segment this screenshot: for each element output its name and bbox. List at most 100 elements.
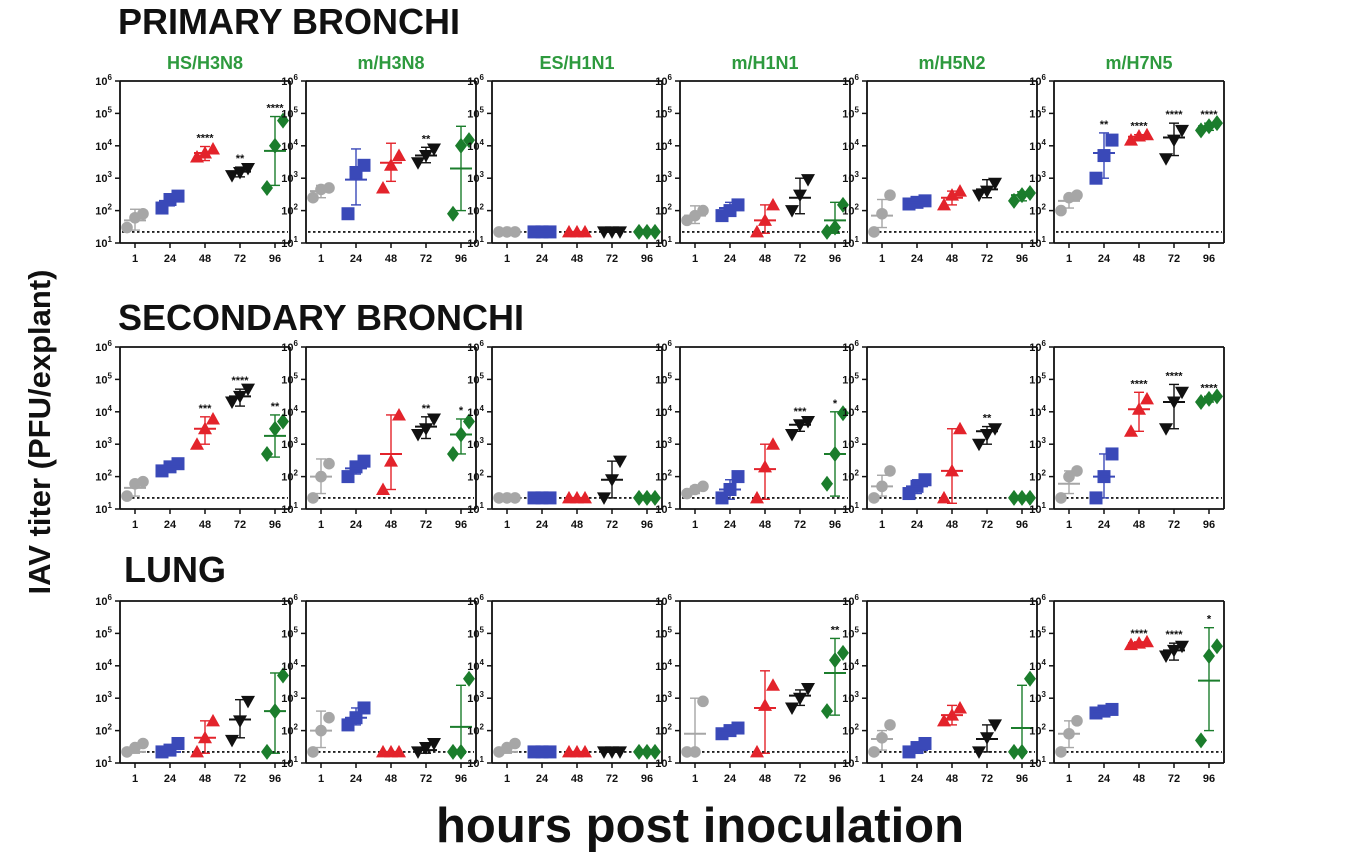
x-tick-label: 96 bbox=[829, 519, 841, 531]
data-point bbox=[766, 437, 780, 450]
data-point bbox=[793, 189, 807, 203]
data-point bbox=[972, 438, 986, 452]
data-point bbox=[137, 207, 149, 220]
data-point bbox=[261, 179, 273, 196]
x-tick-label: 1 bbox=[504, 519, 510, 531]
panel-1-5: m/H5N2 101 102 103 104 105 106 1 24 48 72 96 bbox=[842, 53, 1038, 265]
significance-label: * bbox=[459, 405, 464, 417]
x-tick-label: 1 bbox=[318, 519, 324, 531]
data-point bbox=[376, 482, 390, 495]
data-point bbox=[277, 112, 289, 129]
y-tick-label: 104 bbox=[95, 658, 112, 673]
y-tick-label: 105 bbox=[1029, 625, 1046, 640]
data-point bbox=[766, 197, 780, 211]
y-tick-label: 106 bbox=[95, 73, 112, 88]
data-point bbox=[233, 166, 247, 180]
y-tick-label: 105 bbox=[655, 625, 672, 640]
y-tick-label: 101 bbox=[655, 501, 672, 516]
x-tick-label: 1 bbox=[1066, 773, 1072, 785]
data-point bbox=[953, 184, 967, 197]
significance-label: ** bbox=[1100, 119, 1109, 131]
panel-title: ES/H1N1 bbox=[539, 53, 614, 73]
data-point bbox=[884, 189, 896, 201]
y-tick-label: 105 bbox=[467, 625, 484, 640]
x-tick-label: 1 bbox=[692, 253, 698, 265]
data-point bbox=[411, 428, 425, 442]
data-point bbox=[137, 475, 149, 488]
y-tick-label: 104 bbox=[842, 658, 859, 673]
data-point bbox=[918, 736, 932, 750]
x-tick-label: 72 bbox=[234, 519, 246, 531]
x-tick-label: 1 bbox=[692, 519, 698, 531]
y-tick-label: 106 bbox=[842, 339, 859, 354]
y-tick-label: 106 bbox=[467, 73, 484, 88]
data-point bbox=[750, 224, 764, 238]
x-tick-label: 24 bbox=[164, 253, 177, 265]
x-tick-label: 24 bbox=[911, 773, 924, 785]
data-point bbox=[937, 490, 951, 504]
y-tick-label: 102 bbox=[95, 469, 112, 484]
data-point bbox=[241, 162, 255, 176]
y-tick-label: 102 bbox=[281, 723, 298, 738]
data-point bbox=[1089, 491, 1103, 505]
x-tick-label: 72 bbox=[420, 773, 432, 785]
significance-label: ** bbox=[983, 413, 992, 425]
panel-title: m/H5N2 bbox=[918, 53, 985, 73]
data-point bbox=[307, 492, 319, 504]
y-tick-label: 104 bbox=[842, 404, 859, 419]
data-point bbox=[341, 207, 355, 221]
data-point bbox=[1063, 470, 1075, 483]
y-tick-label: 101 bbox=[467, 755, 484, 770]
data-point bbox=[988, 177, 1002, 191]
data-point bbox=[190, 744, 204, 758]
x-tick-label: 96 bbox=[455, 253, 467, 265]
y-tick-label: 105 bbox=[842, 105, 859, 120]
data-point bbox=[225, 734, 239, 748]
data-point bbox=[697, 204, 709, 217]
significance-label: **** bbox=[1200, 382, 1218, 394]
data-point bbox=[1055, 204, 1067, 217]
x-tick-label: 96 bbox=[829, 253, 841, 265]
panel-title: m/H7N5 bbox=[1105, 53, 1172, 73]
x-tick-label: 72 bbox=[1168, 253, 1180, 265]
x-tick-label: 48 bbox=[571, 773, 583, 785]
data-point bbox=[1159, 153, 1173, 166]
panel-2-5: 101 102 103 104 105 106 1 24 48 72 96 ** bbox=[842, 339, 1038, 531]
data-point bbox=[1195, 122, 1207, 139]
y-tick-label: 102 bbox=[281, 469, 298, 484]
data-point bbox=[972, 746, 986, 759]
x-tick-label: 1 bbox=[879, 253, 885, 265]
x-tick-label: 48 bbox=[385, 253, 397, 265]
data-point bbox=[918, 473, 932, 487]
y-tick-label: 106 bbox=[281, 73, 298, 88]
data-point bbox=[225, 396, 239, 410]
data-point bbox=[731, 470, 745, 484]
data-point bbox=[1024, 184, 1036, 201]
significance-label: ** bbox=[422, 133, 431, 145]
y-tick-label: 102 bbox=[281, 203, 298, 218]
data-point bbox=[750, 490, 764, 504]
x-tick-label: 72 bbox=[794, 519, 806, 531]
y-tick-label: 105 bbox=[1029, 105, 1046, 120]
y-tick-label: 104 bbox=[1029, 404, 1046, 419]
x-tick-label: 96 bbox=[1016, 519, 1028, 531]
y-tick-label: 104 bbox=[95, 404, 112, 419]
x-tick-label: 48 bbox=[946, 519, 958, 531]
data-point bbox=[206, 411, 220, 425]
significance-label: ** bbox=[271, 401, 280, 413]
x-tick-label: 24 bbox=[1098, 519, 1111, 531]
y-tick-label: 102 bbox=[655, 469, 672, 484]
data-point bbox=[1097, 149, 1111, 163]
y-tick-label: 103 bbox=[95, 690, 112, 705]
data-point bbox=[427, 413, 441, 426]
panel-1-3: ES/H1N1 101 102 103 104 105 106 1 24 48 72 96 bbox=[467, 53, 663, 265]
data-point bbox=[225, 170, 239, 183]
y-tick-label: 102 bbox=[842, 469, 859, 484]
y-tick-label: 103 bbox=[1029, 170, 1046, 185]
y-tick-label: 102 bbox=[1029, 723, 1046, 738]
x-tick-label: 24 bbox=[536, 773, 549, 785]
y-tick-label: 106 bbox=[655, 339, 672, 354]
